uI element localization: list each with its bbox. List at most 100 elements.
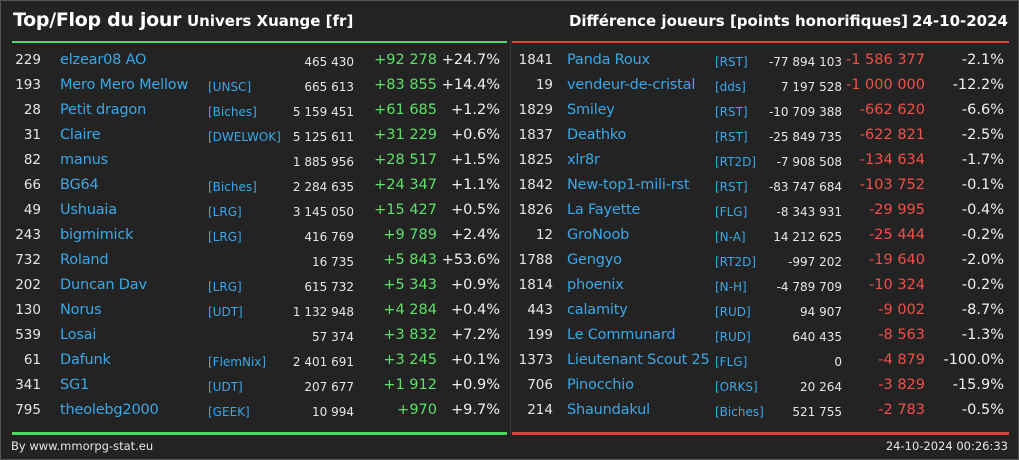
player-rank: 130 — [15, 302, 41, 318]
points-difference: +61 685 — [374, 102, 437, 118]
player-name-link[interactable]: Norus — [60, 302, 102, 318]
alliance-tag-link[interactable]: [ORKS] — [715, 380, 758, 394]
player-name-link[interactable]: Lieutenant Scout 25 — [567, 352, 710, 368]
percent-change: -2.0% — [961, 252, 1004, 268]
percent-change: -2.5% — [961, 127, 1004, 143]
player-name-link[interactable]: elzear08 AO — [60, 52, 147, 68]
player-rank: 229 — [15, 52, 41, 68]
player-name-link[interactable]: Losai — [60, 327, 97, 343]
top-player-row: 202 Duncan Dav [LRG] 615 732 +5 343 +0.9% — [1, 273, 509, 298]
alliance-tag-link[interactable]: [RUD] — [715, 305, 751, 319]
player-name-link[interactable]: manus — [60, 152, 108, 168]
player-name-link[interactable]: Le Communard — [567, 327, 676, 343]
player-name-link[interactable]: Petit dragon — [60, 102, 147, 118]
top-player-row: 229 elzear08 AO 465 430 +92 278 +24.7% — [1, 48, 509, 73]
alliance-tag-link[interactable]: [Biches] — [715, 405, 764, 419]
alliance-tag-link[interactable]: [UNSC] — [208, 80, 252, 94]
player-name-link[interactable]: vendeur-de-cristal — [567, 77, 696, 93]
alliance-tag-link[interactable]: [DWELWOK] — [208, 130, 281, 144]
player-name-link[interactable]: Mero Mero Mellow — [60, 77, 189, 93]
player-name-link[interactable]: SG1 — [60, 377, 90, 393]
alliance-tag-link[interactable]: [RST] — [715, 55, 748, 69]
points-difference: +5 343 — [383, 277, 437, 293]
flop-player-row: 1837 Deathko [RST] -25 849 735 -622 821 -2.5% — [512, 123, 1018, 148]
percent-change: +9.7% — [451, 402, 500, 418]
player-points: -4 789 709 — [776, 280, 842, 294]
player-name-link[interactable]: xlr8r — [567, 152, 600, 168]
flop-player-row: 1841 Panda Roux [RST] -77 894 103 -1 586 377… — [512, 48, 1018, 73]
alliance-tag-link[interactable]: [N-A] — [715, 230, 746, 244]
player-name-link[interactable]: BG64 — [60, 177, 99, 193]
alliance-tag-link[interactable]: [LRG] — [208, 230, 242, 244]
player-rank: 66 — [23, 177, 41, 193]
player-name-link[interactable]: La Fayette — [567, 202, 641, 218]
percent-change: -6.6% — [961, 102, 1004, 118]
alliance-tag-link[interactable]: [UDT] — [208, 305, 243, 319]
player-name-link[interactable]: Roland — [60, 252, 109, 268]
player-name-link[interactable]: New-top1-mili-rst — [567, 177, 690, 193]
top-player-row: 28 Petit dragon [Biches] 5 159 451 +61 685 +1… — [1, 98, 509, 123]
flop-player-row: 1814 phoenix [N-H] -4 789 709 -10 324 -0.2% — [512, 273, 1018, 298]
player-points: -8 343 931 — [776, 205, 842, 219]
player-rank: 199 — [527, 327, 553, 343]
alliance-tag-link[interactable]: [FLG] — [715, 355, 748, 369]
player-name-link[interactable]: Ushuaia — [60, 202, 117, 218]
alliance-tag-link[interactable]: [FlemNix] — [208, 355, 267, 369]
player-name-link[interactable]: phoenix — [567, 277, 624, 293]
alliance-tag-link[interactable]: [Biches] — [208, 105, 257, 119]
player-points: 94 907 — [800, 305, 842, 319]
points-difference: -1 000 000 — [845, 77, 925, 93]
alliance-tag-link[interactable]: [RST] — [715, 180, 748, 194]
percent-change: +1.2% — [451, 102, 500, 118]
player-points: 2 401 691 — [292, 355, 354, 369]
alliance-tag-link[interactable]: [RST] — [715, 105, 748, 119]
player-points: -77 894 103 — [768, 55, 842, 69]
percent-change: +1.5% — [451, 152, 500, 168]
alliance-tag-link[interactable]: [RST] — [715, 130, 748, 144]
alliance-tag-link[interactable]: [RUD] — [715, 330, 751, 344]
player-rank: 193 — [15, 77, 41, 93]
alliance-tag-link[interactable]: [LRG] — [208, 205, 242, 219]
player-rank: 1837 — [518, 127, 553, 143]
top-accent-bar — [12, 41, 507, 43]
alliance-tag-link[interactable]: [UDT] — [208, 380, 243, 394]
alliance-tag-link[interactable]: [FLG] — [715, 205, 748, 219]
percent-change: +0.6% — [451, 127, 500, 143]
player-name-link[interactable]: Smiley — [567, 102, 615, 118]
player-name-link[interactable]: Panda Roux — [567, 52, 650, 68]
page-title: Top/Flop du jour — [13, 9, 182, 31]
percent-change: +24.7% — [441, 52, 500, 68]
alliance-tag-link[interactable]: [Biches] — [208, 180, 257, 194]
percent-change: +1.1% — [451, 177, 500, 193]
flop-player-row: 214 Shaundakul [Biches] 521 755 -2 783 -0.5% — [512, 398, 1018, 423]
player-name-link[interactable]: Claire — [60, 127, 101, 143]
player-name-link[interactable]: Shaundakul — [567, 402, 650, 418]
player-name-link[interactable]: calamity — [567, 302, 628, 318]
generated-timestamp: 24-10-2024 00:26:33 — [885, 439, 1008, 453]
alliance-tag-link[interactable]: [N-H] — [715, 280, 747, 294]
alliance-tag-link[interactable]: [dds] — [715, 80, 746, 94]
player-rank: 1788 — [518, 252, 553, 268]
site-credit-link[interactable]: By www.mmorpg-stat.eu — [11, 439, 154, 453]
player-name-link[interactable]: bigmimick — [60, 227, 134, 243]
player-name-link[interactable]: Pinocchio — [567, 377, 634, 393]
percent-change: +53.6% — [441, 252, 500, 268]
alliance-tag-link[interactable]: [GEEK] — [208, 405, 250, 419]
player-points: 2 284 635 — [292, 180, 354, 194]
player-name-link[interactable]: Gengyo — [567, 252, 622, 268]
player-name-link[interactable]: Duncan Dav — [60, 277, 147, 293]
player-name-link[interactable]: Dafunk — [60, 352, 111, 368]
player-name-link[interactable]: Deathko — [567, 127, 627, 143]
points-difference: -662 620 — [859, 102, 925, 118]
player-rank: 28 — [23, 102, 41, 118]
player-name-link[interactable]: GroNoob — [567, 227, 630, 243]
alliance-tag-link[interactable]: [RT2D] — [715, 155, 757, 169]
percent-change: -12.2% — [952, 77, 1004, 93]
top-player-row: 66 BG64 [Biches] 2 284 635 +24 347 +1.1% — [1, 173, 509, 198]
player-points: 615 732 — [304, 280, 354, 294]
player-name-link[interactable]: theolebg2000 — [60, 402, 159, 418]
player-points: -10 709 388 — [768, 105, 842, 119]
alliance-tag-link[interactable]: [LRG] — [208, 280, 242, 294]
player-points: 5 125 611 — [292, 130, 354, 144]
alliance-tag-link[interactable]: [RT2D] — [715, 255, 757, 269]
